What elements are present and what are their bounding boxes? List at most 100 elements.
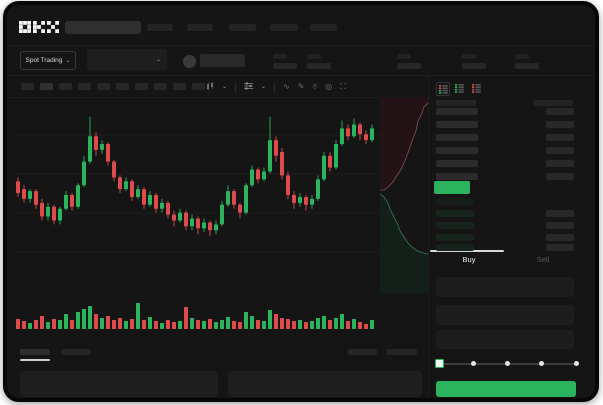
draw-icon[interactable]: ✎	[297, 82, 305, 91]
volume-bar	[232, 321, 236, 329]
ask-amount-skeleton[interactable]	[546, 121, 574, 128]
slider-dot[interactable]	[505, 360, 510, 366]
pair-select[interactable]: ⌄	[87, 49, 167, 70]
bid-price-skeleton[interactable]	[436, 244, 474, 251]
volume-bar	[166, 320, 170, 329]
volume-bar	[172, 322, 176, 329]
nav-item[interactable]	[229, 24, 256, 31]
fullscreen-icon[interactable]: ⛶	[340, 82, 346, 91]
toggle-line	[441, 86, 448, 89]
timeframe-button[interactable]	[154, 83, 167, 90]
ask-amount-skeleton[interactable]	[546, 160, 574, 167]
candle	[352, 124, 356, 137]
toggle-line	[441, 84, 448, 87]
volume-bar	[34, 320, 38, 329]
bid-amount-skeleton[interactable]	[546, 234, 574, 241]
candle	[46, 206, 50, 217]
amount-slider-handle[interactable]	[435, 359, 444, 368]
volume-bar	[304, 322, 308, 329]
volume-bar	[322, 316, 326, 329]
ask-price-skeleton[interactable]	[436, 160, 478, 167]
chevron-down-icon: ⌄	[65, 57, 71, 64]
timeframe-button[interactable]	[173, 83, 186, 90]
toggle-bar	[438, 89, 441, 91]
book-view-asks[interactable]	[470, 82, 482, 94]
candle	[70, 195, 74, 207]
nav-item[interactable]	[310, 24, 337, 31]
orders-action-skeleton[interactable]	[348, 349, 377, 355]
chevron-down-icon[interactable]: ⌄	[222, 84, 228, 90]
indicators-icon[interactable]	[244, 82, 254, 92]
volume-bar	[118, 318, 122, 329]
book-view-all[interactable]	[436, 82, 450, 96]
history-tab[interactable]	[61, 349, 91, 355]
orders-table-skeleton	[20, 371, 218, 397]
last-price-highlight[interactable]	[434, 181, 470, 194]
spot-trading-button[interactable]: Spot Trading ⌄	[20, 51, 76, 70]
volume-bar	[178, 321, 182, 329]
bid-price-skeleton[interactable]	[436, 234, 474, 241]
candle	[334, 144, 338, 168]
candle	[16, 181, 20, 194]
volume-bar	[208, 319, 212, 329]
timeframe-button[interactable]	[135, 83, 148, 90]
ask-price-skeleton[interactable]	[436, 147, 478, 154]
logo-pixel	[19, 25, 23, 29]
volume-bar	[70, 320, 74, 329]
volume-bar	[154, 321, 158, 329]
ask-amount-skeleton[interactable]	[546, 147, 574, 154]
chevron-down-icon[interactable]: ⌄	[261, 84, 267, 90]
ask-price-skeleton[interactable]	[436, 121, 478, 128]
symbol-row-divider	[7, 75, 595, 76]
timeframe-button[interactable]	[40, 83, 53, 90]
price-chart[interactable]	[15, 97, 380, 293]
okx-logo[interactable]	[19, 21, 59, 34]
ask-amount-skeleton[interactable]	[546, 134, 574, 141]
total-input-skeleton[interactable]	[436, 330, 574, 349]
camera-icon[interactable]: ⌾	[312, 82, 318, 91]
timeframe-button[interactable]	[78, 83, 91, 90]
bid-amount-skeleton[interactable]	[546, 222, 574, 229]
amount-input-skeleton[interactable]	[436, 305, 574, 325]
chart-type-icon[interactable]	[206, 81, 214, 93]
timeframe-button[interactable]	[116, 83, 129, 90]
history-icon[interactable]: ◎	[325, 82, 333, 91]
timeframe-button[interactable]	[192, 83, 205, 90]
candle	[184, 212, 188, 227]
nav-item[interactable]	[147, 24, 173, 31]
search-bar[interactable]	[65, 21, 141, 34]
line-tool-icon[interactable]: ∿	[283, 82, 290, 91]
ask-price-skeleton[interactable]	[436, 134, 478, 141]
slider-dot[interactable]	[471, 360, 476, 366]
bid-price-skeleton[interactable]	[436, 210, 474, 217]
timeframe-button[interactable]	[59, 83, 72, 90]
bid-amount-skeleton[interactable]	[546, 210, 574, 217]
nav-item[interactable]	[187, 24, 213, 31]
bid-price-skeleton[interactable]	[436, 198, 474, 205]
orders-action-skeleton[interactable]	[387, 349, 417, 355]
ask-amount-skeleton[interactable]	[546, 108, 574, 115]
buy-button[interactable]	[436, 381, 576, 397]
ask-price-skeleton[interactable]	[436, 173, 478, 180]
ask-amount-skeleton[interactable]	[546, 173, 574, 180]
bid-price-skeleton[interactable]	[436, 222, 474, 229]
candle	[190, 218, 194, 227]
candle	[256, 169, 260, 180]
bid-amount-skeleton[interactable]	[546, 244, 574, 251]
orders-tab-active[interactable]	[20, 349, 50, 355]
timeframe-button[interactable]	[97, 83, 110, 90]
candle	[238, 204, 242, 213]
tab-sell[interactable]: Sell	[536, 255, 550, 264]
logo-pixel	[27, 21, 31, 25]
candle	[28, 191, 32, 199]
candle	[364, 134, 368, 141]
nav-item[interactable]	[270, 24, 298, 31]
depth-chart[interactable]	[380, 97, 428, 293]
slider-dot[interactable]	[574, 360, 579, 366]
tab-buy[interactable]: Buy	[462, 255, 476, 264]
book-view-bids[interactable]	[453, 82, 465, 94]
slider-dot[interactable]	[539, 360, 544, 366]
price-input-skeleton[interactable]	[436, 277, 574, 297]
timeframe-button[interactable]	[21, 83, 34, 90]
ask-price-skeleton[interactable]	[436, 108, 478, 115]
